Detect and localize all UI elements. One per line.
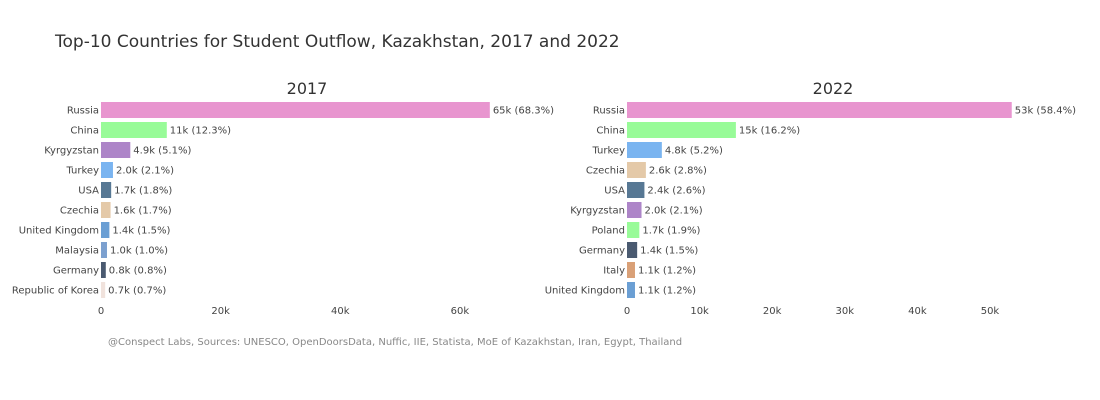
category-label: Germany [53, 266, 99, 277]
value-label: 1.7k (1.8%) [114, 186, 172, 197]
value-label: 2.6k (2.8%) [649, 166, 707, 177]
bar [101, 122, 167, 138]
x-tick-label: 50k [981, 306, 1000, 317]
bar [627, 282, 635, 298]
category-label: USA [78, 186, 99, 197]
x-tick-label: 30k [836, 306, 855, 317]
x-tick-label: 10k [690, 306, 709, 317]
category-label: Republic of Korea [12, 286, 99, 297]
value-label: 1.1k (1.2%) [638, 266, 696, 277]
bar [627, 102, 1012, 118]
category-label: United Kingdom [545, 286, 625, 297]
source-note: @Conspect Labs, Sources: UNESCO, OpenDoo… [108, 337, 683, 348]
bar [627, 242, 638, 258]
x-tick-label: 40k [331, 306, 350, 317]
bar [627, 162, 646, 178]
bar [101, 182, 112, 198]
category-label: USA [604, 186, 625, 197]
bar [101, 202, 111, 218]
value-label: 15k (16.2%) [739, 126, 800, 137]
x-tick-label: 40k [908, 306, 927, 317]
category-label: United Kingdom [19, 226, 99, 237]
bar [627, 202, 642, 218]
x-tick-label: 20k [763, 306, 782, 317]
category-label: Russia [67, 106, 99, 117]
x-tick-label: 20k [211, 306, 230, 317]
bar [101, 262, 106, 278]
value-label: 1.7k (1.9%) [642, 226, 700, 237]
value-label: 53k (58.4%) [1015, 106, 1076, 117]
value-label: 1.4k (1.5%) [640, 246, 698, 257]
bar [101, 242, 107, 258]
bar [101, 142, 131, 158]
bar [627, 262, 635, 278]
category-label: Turkey [65, 166, 99, 177]
value-label: 1.4k (1.5%) [112, 226, 170, 237]
bar [627, 182, 645, 198]
bar [627, 122, 736, 138]
category-label: Poland [592, 226, 625, 237]
category-label: Germany [579, 246, 625, 257]
panel-title: 2022 [813, 79, 854, 98]
value-label: 2.4k (2.6%) [647, 186, 705, 197]
value-label: 2.0k (2.1%) [645, 206, 703, 217]
category-label: Russia [593, 106, 625, 117]
category-label: Malaysia [55, 246, 99, 257]
panel-title: 2017 [287, 79, 328, 98]
x-tick-label: 0 [98, 306, 104, 317]
value-label: 65k (68.3%) [493, 106, 554, 117]
value-label: 0.7k (0.7%) [108, 286, 166, 297]
bar [101, 222, 110, 238]
category-label: China [596, 126, 625, 137]
category-label: Turkey [591, 146, 625, 157]
bar [101, 282, 106, 298]
value-label: 4.9k (5.1%) [133, 146, 191, 157]
bar [101, 162, 113, 178]
value-label: 0.8k (0.8%) [109, 266, 167, 277]
value-label: 4.8k (5.2%) [665, 146, 723, 157]
category-label: Italy [603, 266, 625, 277]
value-label: 2.0k (2.1%) [116, 166, 174, 177]
category-label: Kyrgyzstan [44, 146, 99, 157]
bar [627, 142, 662, 158]
value-label: 1.0k (1.0%) [110, 246, 168, 257]
category-label: Czechia [586, 166, 625, 177]
category-label: Kyrgyzstan [570, 206, 625, 217]
x-tick-label: 60k [451, 306, 470, 317]
value-label: 1.6k (1.7%) [114, 206, 172, 217]
x-tick-label: 0 [624, 306, 630, 317]
category-label: China [70, 126, 99, 137]
value-label: 1.1k (1.2%) [638, 286, 696, 297]
category-label: Czechia [60, 206, 99, 217]
bar [101, 102, 490, 118]
bar [627, 222, 640, 238]
chart-title: Top-10 Countries for Student Outflow, Ka… [55, 32, 620, 52]
value-label: 11k (12.3%) [170, 126, 231, 137]
